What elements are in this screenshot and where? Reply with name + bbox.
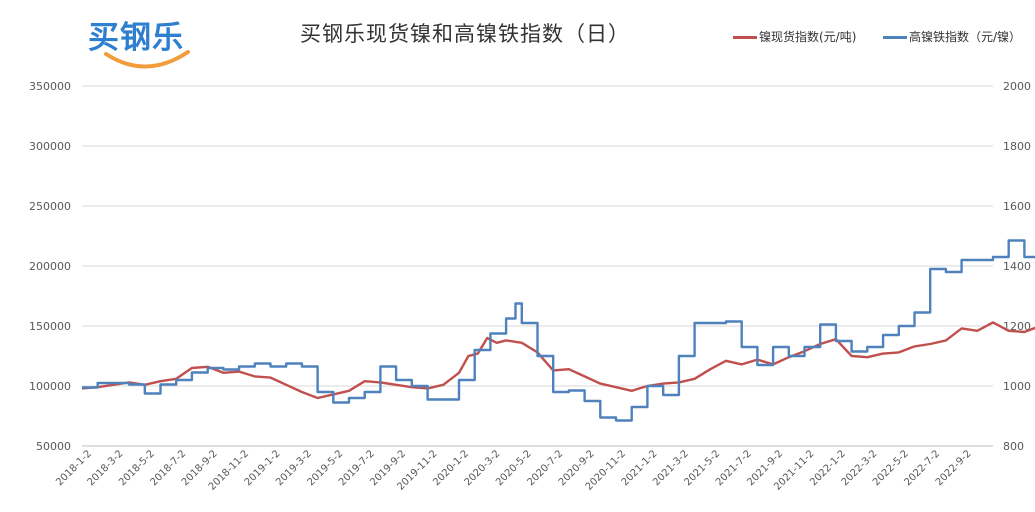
y-left-tick-label: 250000 bbox=[29, 200, 71, 213]
legend-swatch-red bbox=[733, 36, 757, 39]
y-right-tick-label: 1400 bbox=[1003, 260, 1031, 273]
logo-arc-icon bbox=[104, 50, 190, 69]
series-line-nickel-spot bbox=[81, 321, 1035, 400]
y-left-tick-label: 350000 bbox=[29, 80, 71, 93]
series-line-high-nickel-iron bbox=[82, 239, 1035, 422]
y-right-tick-label: 1000 bbox=[1003, 380, 1031, 393]
legend-swatch-blue bbox=[883, 36, 907, 39]
y-left-tick-label: 100000 bbox=[29, 380, 71, 393]
brand-logo: 买钢乐 bbox=[88, 12, 208, 72]
y-right-tick-label: 1800 bbox=[1003, 140, 1031, 153]
y-right-tick-label: 800 bbox=[1003, 440, 1024, 453]
legend-label-nickel-spot: 镍现货指数(元/吨) bbox=[759, 30, 857, 44]
y-left-tick-label: 150000 bbox=[29, 320, 71, 333]
y-left-tick-label: 50000 bbox=[36, 440, 71, 453]
legend-item-nickel-spot: 镍现货指数(元/吨) bbox=[733, 28, 856, 45]
legend-label-high-nickel-iron: 高镍铁指数（元/镍） bbox=[909, 30, 1022, 44]
legend-item-high-nickel-iron: 高镍铁指数（元/镍） bbox=[883, 28, 1021, 45]
y-right-tick-label: 2000 bbox=[1003, 80, 1031, 93]
y-left-tick-label: 300000 bbox=[29, 140, 71, 153]
y-right-tick-label: 1600 bbox=[1003, 200, 1031, 213]
y-left-tick-label: 200000 bbox=[29, 260, 71, 273]
chart-title: 买钢乐现货镍和高镍铁指数（日） bbox=[300, 22, 630, 46]
logo-text: 买钢乐 bbox=[88, 20, 184, 56]
